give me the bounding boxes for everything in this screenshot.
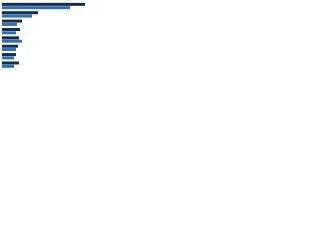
bar	[2, 27, 20, 31]
bar	[2, 11, 38, 15]
page: {"chart_data": {"type": "hbar", "categor…	[0, 0, 320, 71]
bar	[2, 22, 17, 26]
bar	[2, 31, 16, 35]
bar	[2, 19, 22, 23]
bar	[2, 2, 85, 6]
chart	[2, 2, 85, 68]
bar	[2, 48, 16, 52]
bar	[2, 36, 19, 40]
bar	[2, 14, 32, 18]
bar	[2, 53, 16, 57]
bar	[2, 44, 18, 48]
bar	[2, 61, 19, 65]
bar	[2, 56, 14, 60]
bar	[2, 39, 22, 43]
bar	[2, 64, 14, 68]
bar	[2, 6, 70, 10]
